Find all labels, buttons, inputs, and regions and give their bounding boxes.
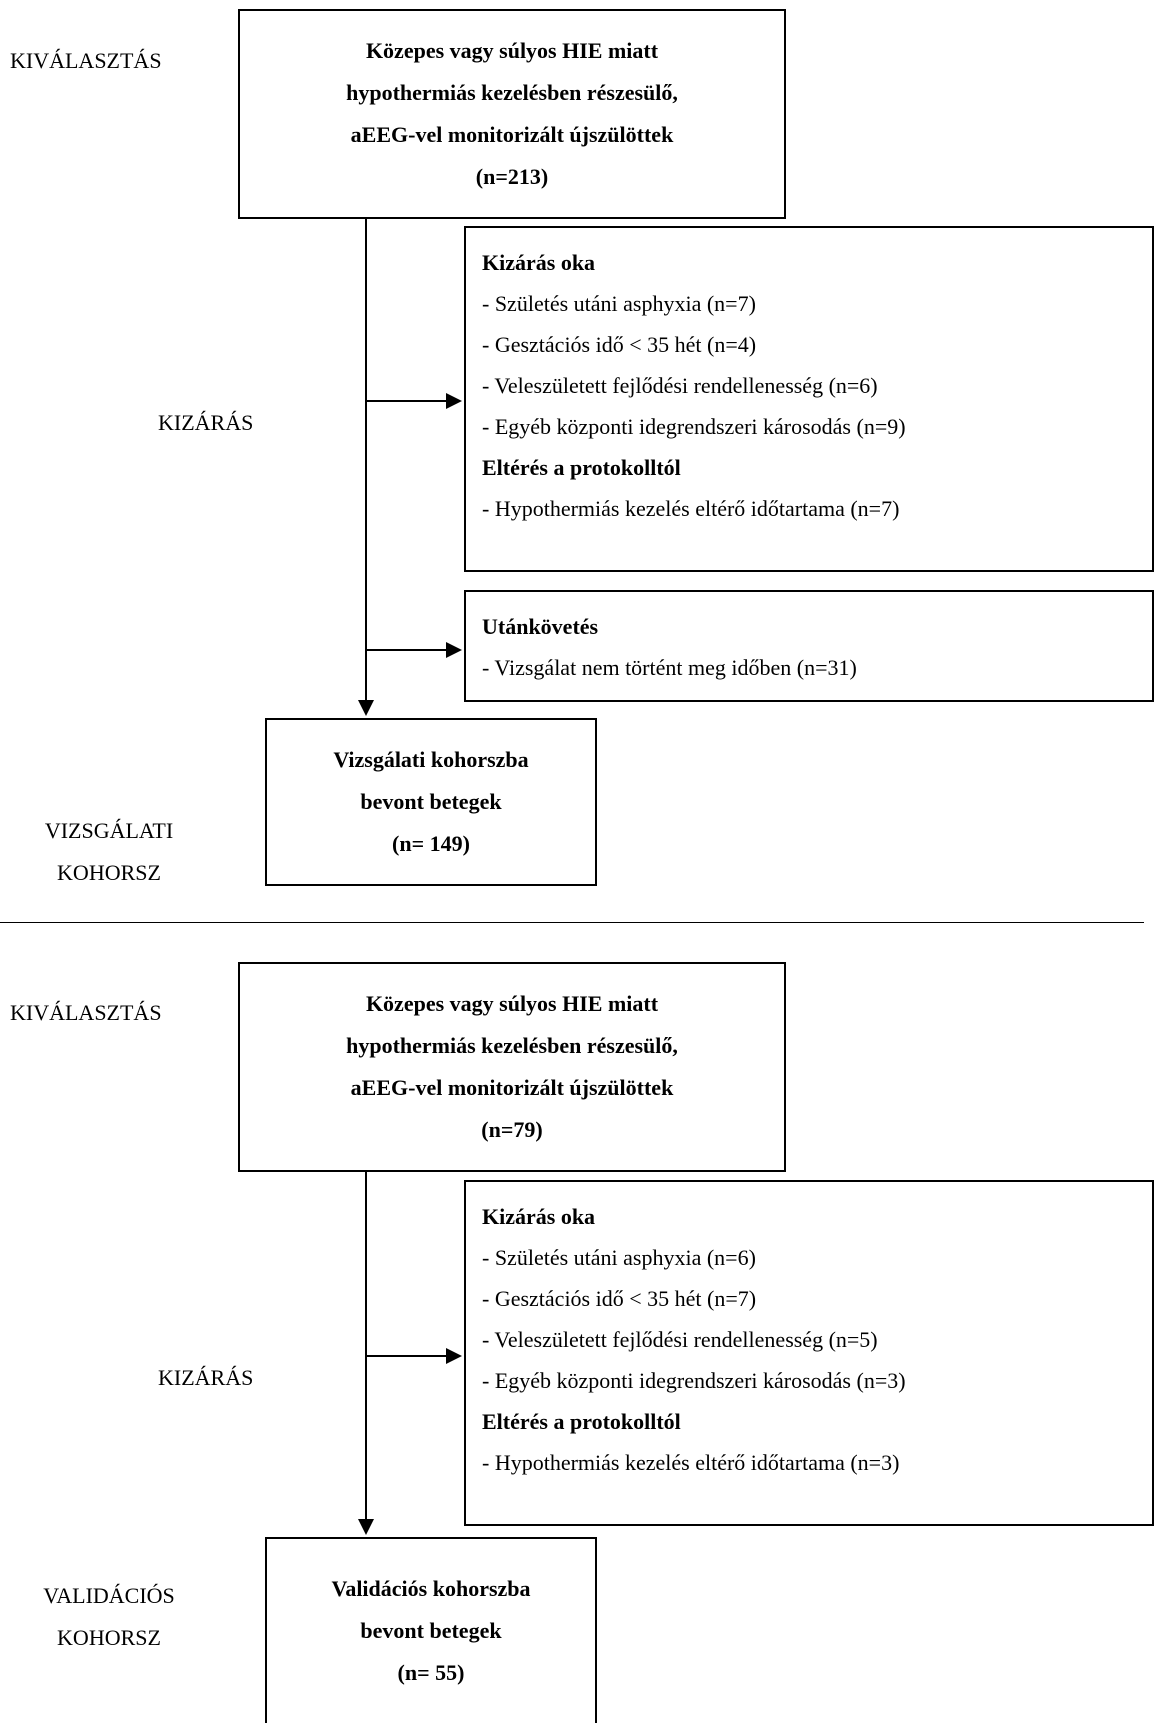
- exclusion-item: - Egyéb központi idegrendszeri károsodás…: [482, 414, 906, 439]
- followup-heading: Utánkövetés: [482, 614, 599, 639]
- followup-item: - Vizsgálat nem történt meg időben (n=31…: [482, 655, 857, 680]
- selection-box: Közepes vagy súlyos HIE miatt hypothermi…: [238, 962, 786, 1172]
- stage-label-exclusion: KIZÁRÁS: [158, 1365, 254, 1390]
- stage-label-cohort-line-1: VIZSGÁLATI: [44, 818, 174, 843]
- cohort-box: Vizsgálati kohorszba bevont betegek (n= …: [265, 718, 597, 886]
- exclusion-item: - Gesztációs idő < 35 hét (n=7): [482, 1286, 757, 1311]
- exclusion-connector: [366, 1355, 448, 1357]
- selection-line-2: hypothermiás kezelésben részesülő,: [346, 1033, 678, 1058]
- cohort-box: Validációs kohorszba bevont betegek (n= …: [265, 1537, 597, 1723]
- selection-line-4: (n=213): [475, 164, 549, 189]
- exclusion-box: Kizárás oka - Születés utáni asphyxia (n…: [464, 1180, 1154, 1526]
- down-arrowhead: [358, 700, 374, 716]
- stage-label-cohort-line-1: VALIDÁCIÓS: [43, 1583, 175, 1608]
- followup-arrowhead: [446, 642, 462, 658]
- down-arrowhead: [358, 1519, 374, 1535]
- stage-label-exclusion: KIZÁRÁS: [158, 410, 254, 435]
- selection-line-2: hypothermiás kezelésben részesülő,: [346, 80, 678, 105]
- exclusion-heading: Kizárás oka: [482, 250, 596, 275]
- section-divider: [0, 922, 1144, 923]
- selection-line-3: aEEG-vel monitorizált újszülöttek: [350, 1075, 674, 1100]
- selection-line-1: Közepes vagy súlyos HIE miatt: [365, 38, 659, 63]
- stage-label-cohort-line-2: KOHORSZ: [57, 860, 161, 885]
- exclusion-item: - Veleszületett fejlődési rendellenesség…: [482, 373, 878, 398]
- protocol-deviation-item: - Hypothermiás kezelés eltérő időtartama…: [482, 1450, 900, 1475]
- cohort-line-2: bevont betegek: [360, 1618, 502, 1643]
- stage-label-cohort: VIZSGÁLATI KOHORSZ: [34, 810, 184, 894]
- stage-label-cohort-line-2: KOHORSZ: [57, 1625, 161, 1650]
- cohort-line-1: Vizsgálati kohorszba: [333, 747, 529, 772]
- followup-connector: [366, 649, 448, 651]
- main-flow-line: [365, 218, 367, 702]
- selection-line-1: Közepes vagy súlyos HIE miatt: [365, 991, 659, 1016]
- stage-label-selection: KIVÁLASZTÁS: [10, 48, 162, 73]
- cohort-line-3: (n= 149): [392, 831, 470, 856]
- exclusion-item: - Veleszületett fejlődési rendellenesség…: [482, 1327, 878, 1352]
- exclusion-connector: [366, 400, 448, 402]
- exclusion-box: Kizárás oka - Születés utáni asphyxia (n…: [464, 226, 1154, 572]
- exclusion-item: - Egyéb központi idegrendszeri károsodás…: [482, 1368, 906, 1393]
- exclusion-arrowhead: [446, 1348, 462, 1364]
- exclusion-item: - Gesztációs idő < 35 hét (n=4): [482, 332, 757, 357]
- stage-label-selection: KIVÁLASZTÁS: [10, 1000, 162, 1025]
- cohort-line-1: Validációs kohorszba: [331, 1576, 531, 1601]
- stage-label-cohort: VALIDÁCIÓS KOHORSZ: [28, 1575, 190, 1659]
- protocol-deviation-heading: Eltérés a protokolltól: [482, 455, 681, 480]
- cohort-line-3: (n= 55): [397, 1660, 465, 1685]
- followup-box: Utánkövetés - Vizsgálat nem történt meg …: [464, 590, 1154, 702]
- protocol-deviation-item: - Hypothermiás kezelés eltérő időtartama…: [482, 496, 900, 521]
- selection-line-4: (n=79): [481, 1117, 543, 1142]
- cohort-line-2: bevont betegek: [360, 789, 502, 814]
- exclusion-arrowhead: [446, 393, 462, 409]
- protocol-deviation-heading: Eltérés a protokolltól: [482, 1409, 681, 1434]
- selection-line-3: aEEG-vel monitorizált újszülöttek: [350, 122, 674, 147]
- exclusion-heading: Kizárás oka: [482, 1204, 596, 1229]
- main-flow-line: [365, 1171, 367, 1521]
- exclusion-item: - Születés utáni asphyxia (n=7): [482, 291, 756, 316]
- exclusion-item: - Születés utáni asphyxia (n=6): [482, 1245, 756, 1270]
- selection-box: Közepes vagy súlyos HIE miatt hypothermi…: [238, 9, 786, 219]
